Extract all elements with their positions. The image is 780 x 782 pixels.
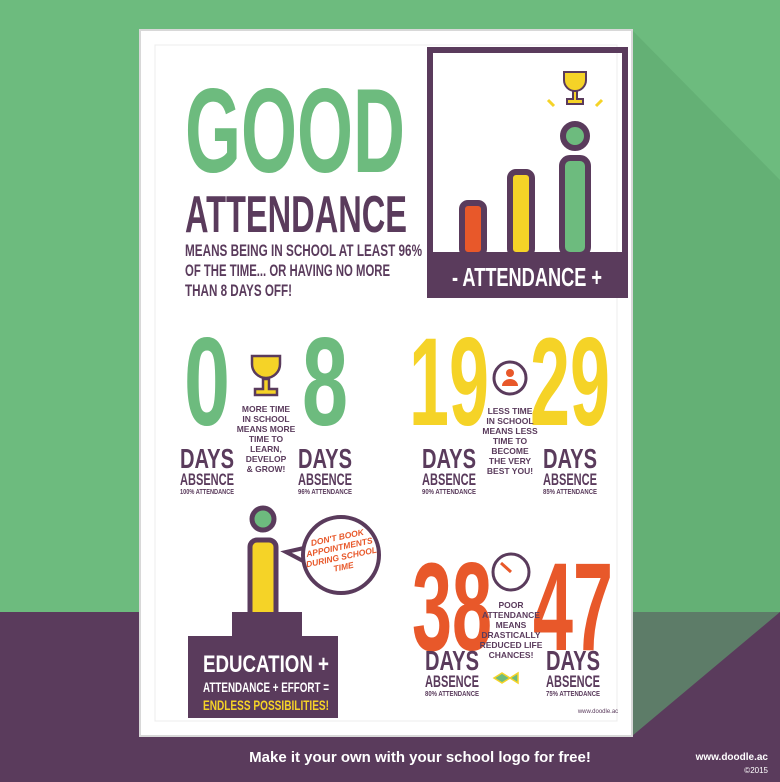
badge-band <box>427 252 628 298</box>
note-line: MORE TIME <box>242 404 290 414</box>
tagline: Make it your own with your school logo f… <box>249 749 591 766</box>
note-line: ATTENDANCE <box>482 610 540 620</box>
stat-absence: ABSENCE <box>546 672 600 691</box>
shadow <box>632 30 780 736</box>
note-line: LESS TIME <box>488 406 533 416</box>
stat-days: DAYS <box>546 645 600 676</box>
stat-attendance: 90% ATTENDANCE <box>422 489 476 496</box>
credit: www.doodle.ac <box>577 709 618 715</box>
stat-number: 19 <box>409 313 489 452</box>
stat-number: 8 <box>302 313 348 452</box>
poster-sheet <box>154 44 618 722</box>
note-line: & GROW! <box>247 464 286 474</box>
description-line: THAN 8 DAYS OFF! <box>185 281 292 300</box>
equation-line: EDUCATION + <box>203 651 329 678</box>
stat-days: DAYS <box>422 443 476 474</box>
subheadline: ATTENDANCE <box>185 186 407 244</box>
icon-head <box>506 369 514 377</box>
note-line: REDUCED LIFE <box>480 640 543 650</box>
note-line: IN SCHOOL <box>486 416 533 426</box>
stat-attendance: 100% ATTENDANCE <box>180 489 234 496</box>
fish-icon <box>492 671 519 685</box>
equation-line: ENDLESS POSSIBILITIES! <box>203 697 329 713</box>
stat-days: DAYS <box>180 443 234 474</box>
bubble <box>301 515 381 595</box>
gauge-ring <box>491 552 531 592</box>
note-line: DEVELOP <box>246 454 287 464</box>
description-line: OF THE TIME... OR HAVING NO MORE <box>185 261 390 280</box>
footer-copyright: ©2015 <box>744 766 768 775</box>
stat-attendance: 80% ATTENDANCE <box>425 691 479 698</box>
note-line: TIME TO <box>493 436 528 446</box>
stat-absence: ABSENCE <box>180 470 234 489</box>
attendance-graphic: - ATTENDANCE + <box>427 47 628 298</box>
speech-bubble <box>280 515 381 595</box>
gauge-icon <box>491 552 531 592</box>
footer-site: www.doodle.ac <box>695 752 769 763</box>
stat-days: DAYS <box>425 645 479 676</box>
note-line: MEANS <box>496 620 527 630</box>
self-icon <box>492 360 528 396</box>
note-line: MEANS MORE <box>237 424 296 434</box>
sparkle <box>546 98 604 108</box>
stat-absence: ABSENCE <box>425 672 479 691</box>
note-line: LEARN, <box>250 444 282 454</box>
note-line: THE VERY <box>489 456 532 466</box>
note-line: BECOME <box>491 446 529 456</box>
person-body <box>247 537 279 623</box>
icon-body <box>502 379 518 386</box>
person-head <box>560 121 590 151</box>
note-line: IN SCHOOL <box>242 414 289 424</box>
stat-days: DAYS <box>543 443 597 474</box>
note-line: POOR <box>498 600 523 610</box>
stat-absence: ABSENCE <box>422 470 476 489</box>
note-line: BEST YOU! <box>487 466 533 476</box>
stat-number: 0 <box>184 313 230 452</box>
bar-icon <box>507 169 535 258</box>
trophy-icon <box>563 71 587 105</box>
headline: GOOD <box>185 64 405 198</box>
gauge-needle <box>499 561 513 574</box>
stat-absence: ABSENCE <box>543 470 597 489</box>
person-head <box>249 505 277 533</box>
bar-icon <box>459 200 487 258</box>
note-line: TIME TO <box>249 434 284 444</box>
stat-attendance: 96% ATTENDANCE <box>298 489 352 496</box>
stat-number: 47 <box>533 538 613 677</box>
badge-label: - ATTENDANCE + <box>452 262 602 292</box>
speech-line: TIME <box>333 560 355 574</box>
stat-attendance: 85% ATTENDANCE <box>543 489 597 496</box>
trophy-icon <box>250 354 282 397</box>
stat-days: DAYS <box>298 443 352 474</box>
stat-number: 29 <box>530 313 610 452</box>
stat-number: 38 <box>412 538 492 677</box>
stat-attendance: 75% ATTENDANCE <box>546 691 600 698</box>
note-line: MEANS LESS <box>482 426 538 436</box>
person-body <box>559 155 591 258</box>
description-line: MEANS BEING IN SCHOOL AT LEAST 96% <box>185 241 422 260</box>
note-line: DRASTICALLY <box>481 630 541 640</box>
note-line: CHANCES! <box>489 650 534 660</box>
icon-ring <box>492 360 528 396</box>
equation-line: ATTENDANCE + EFFORT = <box>203 679 329 695</box>
education-figure: EDUCATION + ATTENDANCE + EFFORT = ENDLES… <box>188 505 338 718</box>
equation-block <box>188 636 338 718</box>
stat-absence: ABSENCE <box>298 470 352 489</box>
